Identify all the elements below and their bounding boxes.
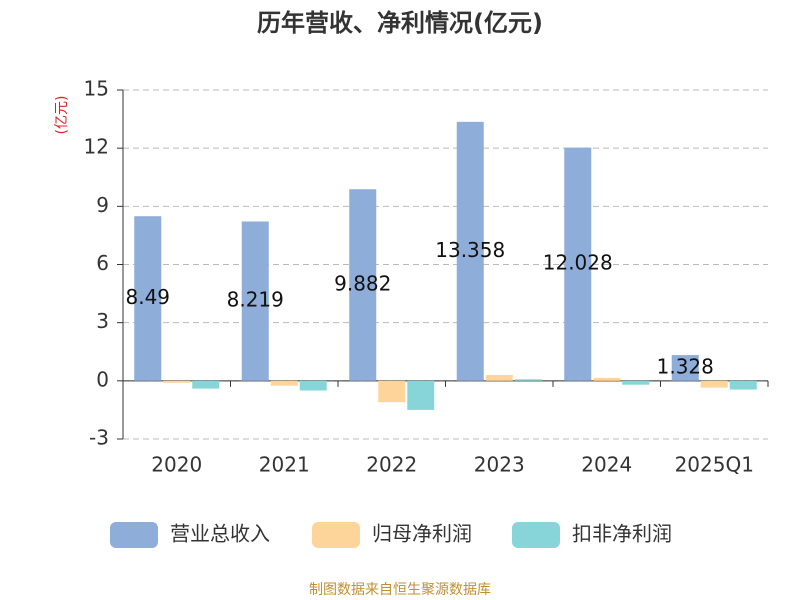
- chart-title: 历年营收、净利情况(亿元): [257, 9, 543, 37]
- y-tick-label: 3: [96, 309, 109, 333]
- x-tick-label: 2024: [581, 453, 632, 477]
- bar: [299, 380, 327, 391]
- x-tick-label: 2023: [474, 453, 525, 477]
- bar: [241, 221, 269, 381]
- legend-label: 扣非净利润: [572, 522, 672, 546]
- bar: [514, 379, 542, 381]
- x-tick-label: 2021: [259, 453, 310, 477]
- bar: [485, 375, 513, 381]
- data-label: 8.219: [227, 288, 284, 312]
- bar: [270, 380, 298, 386]
- legend-label: 营业总收入: [170, 522, 270, 546]
- bar: [163, 380, 191, 383]
- data-label: 12.028: [543, 251, 613, 275]
- data-label: 1.328: [657, 354, 714, 378]
- y-tick-label: 15: [84, 77, 109, 101]
- x-tick-label: 2022: [366, 453, 417, 477]
- legend-swatch: [512, 522, 560, 548]
- bar: [564, 147, 592, 381]
- bar: [671, 355, 699, 381]
- bar: [622, 380, 650, 385]
- legend-swatch: [110, 522, 158, 548]
- data-label: 13.358: [435, 238, 505, 262]
- data-label: 9.882: [334, 272, 391, 296]
- y-tick-label: 12: [84, 135, 109, 159]
- bar: [729, 380, 757, 390]
- data-label: 8.49: [125, 285, 170, 309]
- legend-swatch: [312, 522, 360, 548]
- bar: [407, 380, 435, 410]
- bar: [700, 380, 728, 388]
- bar: [134, 216, 162, 381]
- bar: [349, 189, 377, 381]
- y-tick-label: 6: [96, 251, 109, 275]
- y-unit: (亿元): [54, 96, 70, 135]
- bar: [378, 380, 406, 403]
- y-tick-label: 0: [96, 367, 109, 391]
- x-tick-label: 2025Q1: [675, 453, 754, 477]
- y-tick-label: -3: [89, 426, 109, 450]
- x-tick-label: 2020: [151, 453, 202, 477]
- bar: [192, 380, 220, 389]
- bar: [593, 377, 621, 381]
- y-tick-label: 9: [96, 193, 109, 217]
- source-note: 制图数据来自恒生聚源数据库: [309, 582, 491, 598]
- bar: [456, 121, 484, 381]
- legend-label: 归母净利润: [372, 522, 472, 546]
